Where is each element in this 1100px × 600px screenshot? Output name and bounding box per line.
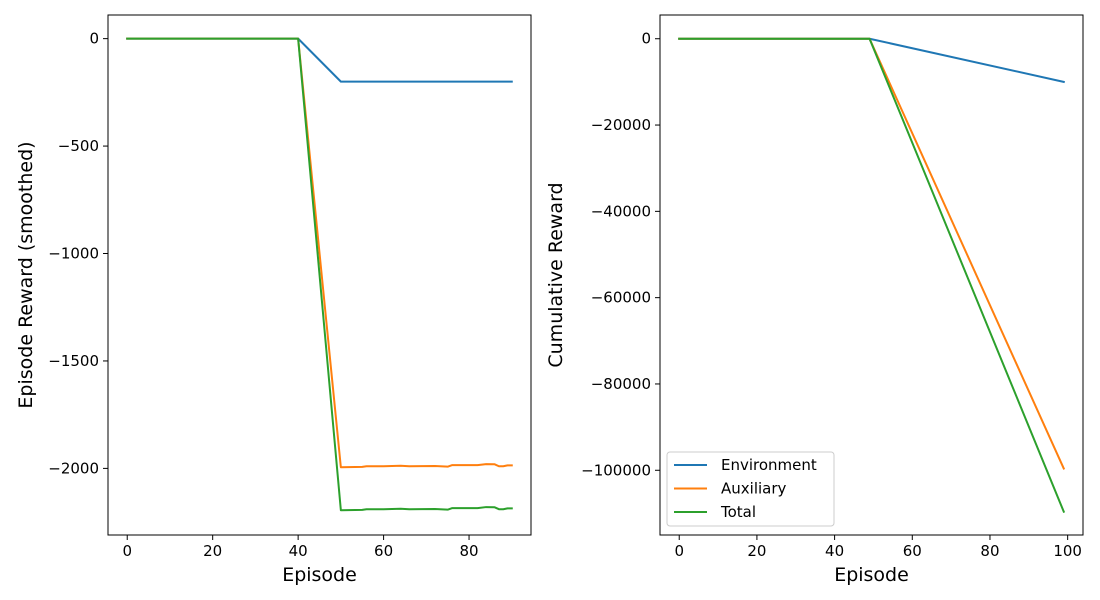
y-tick-label: −2000 xyxy=(48,459,99,477)
y-tick-label: −60000 xyxy=(591,289,651,307)
legend-box xyxy=(666,451,835,527)
x-tick-label: 100 xyxy=(1053,542,1082,560)
x-tick-label: 80 xyxy=(980,542,999,560)
y-tick-label: 0 xyxy=(89,30,99,48)
series-line-total xyxy=(126,37,513,512)
right-panel-cumulative-reward: 0 20 40 60 80 100 0 −20000 −40000 −60000 −80000 −10… xyxy=(545,14,1084,586)
x-tick-label: 20 xyxy=(747,542,766,560)
series-line-auxiliary xyxy=(678,37,1066,470)
x-tick-label: 40 xyxy=(825,542,844,560)
x-tick-label: 0 xyxy=(674,542,684,560)
x-tick-label: 60 xyxy=(374,542,393,560)
y-tick-label: −80000 xyxy=(591,375,651,393)
y-axis-label: Cumulative Reward xyxy=(545,182,567,367)
axes-frame xyxy=(659,14,1084,536)
x-axis-label: Episode xyxy=(282,564,357,586)
axes-frame xyxy=(107,14,532,536)
x-tick-label: 0 xyxy=(122,542,132,560)
y-tick-label: −100000 xyxy=(581,461,651,479)
series-line-auxiliary xyxy=(126,37,513,469)
left-panel-episode-reward: 0 20 40 60 80 0 −500 −1000 −1500 −2000 Episode Epis… xyxy=(15,14,532,586)
y-tick-label: 0 xyxy=(641,30,651,48)
x-tick-label: 60 xyxy=(903,542,922,560)
x-tick-label: 80 xyxy=(459,542,478,560)
legend-label-auxiliary: Auxiliary xyxy=(721,480,787,498)
legend-label-total: Total xyxy=(720,503,756,521)
x-axis-label: Episode xyxy=(834,564,909,586)
y-tick-label: −40000 xyxy=(591,202,651,220)
legend: Environment Auxiliary Total xyxy=(666,451,835,527)
legend-label-environment: Environment xyxy=(721,456,817,474)
series-line-environment xyxy=(126,37,513,83)
y-tick-label: −1500 xyxy=(48,352,99,370)
x-tick-label: 40 xyxy=(289,542,308,560)
y-tick-label: −500 xyxy=(58,137,99,155)
x-tick-label: 20 xyxy=(203,542,222,560)
series-line-total xyxy=(678,37,1066,514)
y-tick-label: −1000 xyxy=(48,245,99,263)
y-tick-label: −20000 xyxy=(591,116,651,134)
y-axis-label: Episode Reward (smoothed) xyxy=(15,141,37,408)
